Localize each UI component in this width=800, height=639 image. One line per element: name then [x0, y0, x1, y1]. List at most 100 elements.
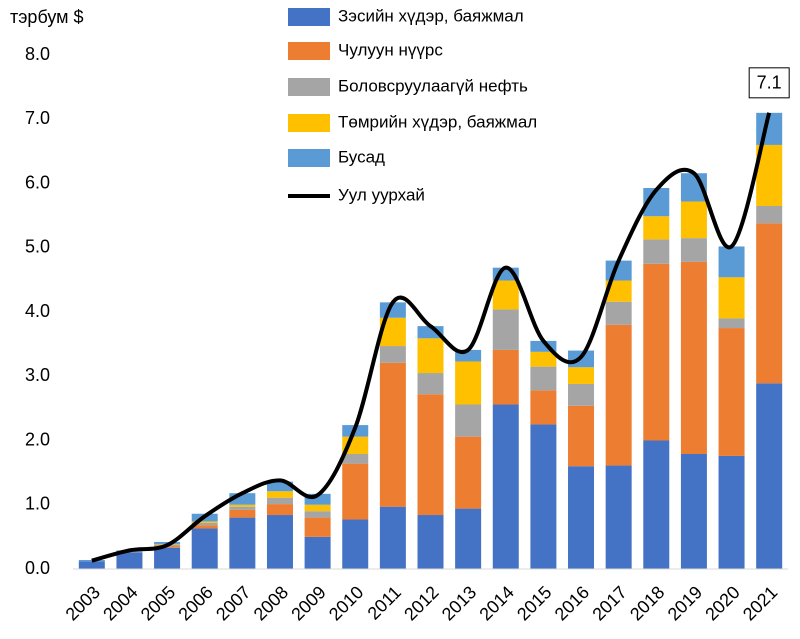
bar-segment: [304, 504, 331, 512]
bar-segment: [379, 362, 406, 507]
x-tick-label: 2016: [551, 582, 593, 624]
y-tick-label: 3.0: [25, 365, 50, 385]
y-tick-label: 2.0: [25, 429, 50, 449]
legend-label: Төмрийн хүдэр, баяжмал: [338, 112, 537, 131]
legend-swatch: [288, 8, 330, 26]
bar-segment: [191, 522, 218, 526]
y-axis-title: тэрбум $: [10, 7, 84, 27]
x-tick-label: 2003: [62, 582, 104, 624]
bar-segment: [530, 390, 557, 425]
bar-segment: [229, 509, 256, 518]
y-tick-label: 1.0: [25, 494, 50, 514]
bar-segment: [229, 517, 256, 569]
legend-swatch: [288, 78, 330, 96]
x-tick-label: 2018: [626, 582, 668, 624]
bar-segment: [718, 328, 745, 456]
y-tick-label: 8.0: [25, 44, 50, 64]
x-tick-label: 2017: [588, 582, 630, 624]
bar-segment: [605, 280, 632, 302]
bar-segment: [643, 440, 670, 569]
bar-segment: [342, 453, 369, 464]
bar-segment: [455, 508, 482, 569]
bar-segment: [718, 277, 745, 319]
x-tick-label: 2012: [400, 582, 442, 624]
bar-segment: [718, 318, 745, 329]
bar-segment: [304, 511, 331, 518]
bar-segment: [643, 216, 670, 240]
legend-swatch: [288, 149, 330, 167]
bar-segment: [718, 455, 745, 569]
bar-segment: [530, 366, 557, 391]
bar-segment: [718, 246, 745, 278]
bar-segment: [756, 383, 783, 569]
legend-label: Уул уурхай: [338, 185, 425, 204]
legend-label: Боловсруулаагүй нефть: [338, 76, 528, 95]
bar-segment: [568, 383, 595, 406]
legend-swatch: [288, 114, 330, 132]
bar-segment: [229, 493, 256, 505]
bar-segment: [304, 536, 331, 569]
x-tick-label: 2019: [664, 582, 706, 624]
bar-segment: [492, 404, 519, 569]
x-tick-label: 2015: [513, 582, 555, 624]
bar-segment: [266, 497, 293, 505]
bar-segment: [379, 506, 406, 569]
x-tick-label: 2004: [99, 582, 141, 624]
bar-segment: [680, 238, 707, 262]
bar-segment: [756, 223, 783, 384]
bar-segment: [266, 481, 293, 492]
bar-segment: [605, 301, 632, 325]
bar-segment: [568, 405, 595, 467]
y-tick-label: 5.0: [25, 237, 50, 257]
x-tick-label: 2009: [287, 582, 329, 624]
x-tick-label: 2011: [364, 582, 406, 624]
legend-label: Бусад: [338, 147, 385, 166]
bar-segment: [605, 324, 632, 466]
bar-segment: [530, 351, 557, 367]
bar-segment: [643, 239, 670, 264]
bar-segment: [680, 261, 707, 454]
x-tick-label: 2020: [701, 582, 743, 624]
bar-segment: [643, 263, 670, 441]
line: [91, 112, 772, 563]
x-tick-label: 2014: [475, 582, 517, 624]
x-tick-label: 2008: [250, 582, 292, 624]
bar-segment: [530, 340, 557, 352]
bar-segment: [266, 491, 293, 498]
bar-segment: [342, 519, 369, 569]
bar-segment: [304, 517, 331, 537]
bar-segment: [417, 394, 444, 516]
bar-segment: [78, 561, 105, 569]
bar-segment: [455, 349, 482, 362]
legend-label: Чулуун нүүрс: [338, 40, 443, 59]
y-tick-label: 7.0: [25, 108, 50, 128]
bar-segment: [379, 346, 406, 363]
bar-segment: [530, 424, 557, 569]
bar-segment: [154, 542, 181, 544]
bar-segment: [756, 205, 783, 224]
legend-label: Зэсийн хүдэр, баяжмал: [338, 6, 524, 25]
data-label-box: [748, 67, 790, 99]
x-tick-label: 2013: [438, 582, 480, 624]
x-tick-label: 2010: [325, 582, 367, 624]
bar-segment: [492, 309, 519, 350]
bar-segment: [266, 504, 293, 516]
bar-segment: [266, 515, 293, 569]
y-tick-label: 0.0: [25, 558, 50, 578]
bar-segment: [229, 506, 256, 510]
bar-segment: [191, 528, 218, 569]
x-tick-label: 2007: [212, 582, 254, 624]
bar-segment: [191, 525, 218, 529]
x-tick-label: 2006: [174, 582, 216, 624]
bar-segment: [568, 466, 595, 569]
bar-segment: [455, 361, 482, 405]
bar-segment: [455, 436, 482, 509]
bar-segment: [455, 404, 482, 437]
bar-segment: [154, 547, 181, 569]
x-tick-label: 2005: [137, 582, 179, 624]
bar-segment: [417, 373, 444, 395]
bar-segment: [304, 493, 331, 505]
bar-segment: [417, 338, 444, 374]
